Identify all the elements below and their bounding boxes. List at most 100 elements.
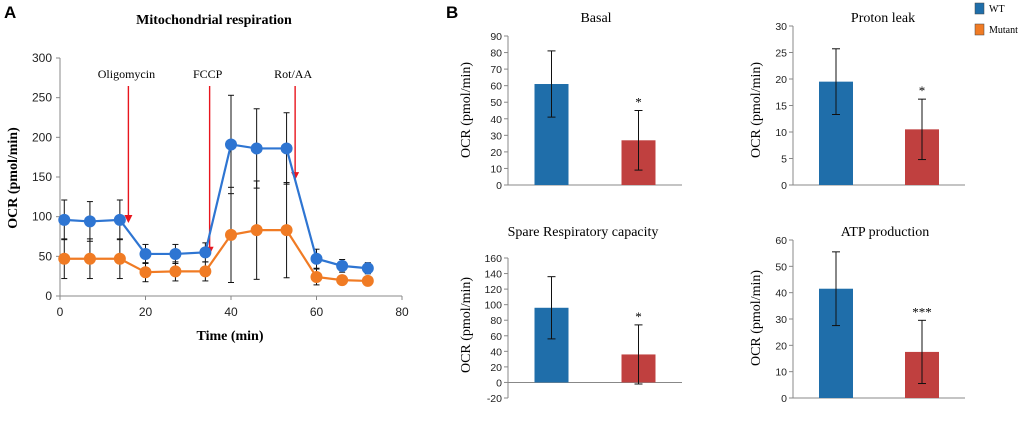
legend-swatch-wt	[974, 2, 985, 15]
legend: WT Mutant	[974, 2, 1018, 36]
significance-marker: ***	[912, 304, 932, 319]
chart-spare-respiratory-capacity: Spare Respiratory capacity OCR (pmol/min…	[459, 225, 682, 405]
y-axis-label: OCR (pmol/min)	[749, 270, 764, 366]
y-tick-label: 60	[775, 235, 787, 247]
y-tick-label: 300	[32, 51, 52, 65]
chart-title: Basal	[580, 11, 611, 26]
y-tick-label: 150	[32, 170, 52, 184]
y-tick-label: 40	[490, 114, 502, 126]
y-tick-label: 0	[496, 180, 502, 192]
data-point-mutant	[83, 252, 96, 265]
significance-marker: *	[635, 309, 642, 324]
y-tick-label: 160	[484, 253, 502, 265]
chart-title: Mitochondrial respiration	[136, 13, 292, 28]
data-point-mutant	[169, 265, 182, 278]
data-point-mutant	[336, 274, 349, 287]
chart-title: Proton leak	[851, 11, 915, 26]
y-tick-label: 0	[781, 180, 787, 192]
y-axis-label: OCR (pmol/min)	[6, 127, 21, 229]
data-point-wt	[361, 262, 374, 275]
data-point-wt	[139, 247, 152, 260]
y-tick-label: 80	[490, 315, 502, 327]
data-point-mutant	[361, 274, 374, 287]
panel-label-b: B	[446, 3, 458, 22]
data-point-mutant	[58, 252, 71, 265]
x-tick-label: 60	[310, 305, 324, 319]
y-tick-label: 40	[490, 346, 502, 358]
legend-swatch-mutant	[974, 23, 985, 36]
y-tick-label: 20	[490, 362, 502, 374]
injection-arrow-head	[124, 215, 133, 224]
legend-label-mutant: Mutant	[989, 25, 1018, 36]
y-tick-label: 15	[775, 101, 787, 113]
y-tick-label: 5	[781, 154, 787, 166]
y-tick-label: 200	[32, 130, 52, 144]
y-tick-label: 90	[490, 31, 502, 43]
y-tick-label: 40	[775, 288, 787, 300]
data-point-wt	[83, 215, 96, 228]
x-tick-label: 80	[395, 305, 409, 319]
chart-basal: Basal OCR (pmol/min) 0 10 20 30 40 50 60 70 80 90…	[459, 11, 682, 192]
y-tick-label: 10	[775, 367, 787, 379]
y-tick-label: 60	[490, 331, 502, 343]
injection-annotation-label: Oligomycin	[98, 67, 155, 81]
y-tick-label: 0	[496, 377, 502, 389]
y-tick-label: 30	[490, 130, 502, 142]
x-tick-label: 0	[57, 305, 64, 319]
x-axis-label: Time (min)	[196, 329, 263, 344]
chart-proton-leak: Proton leak OCR (pmol/min) 0 5 10 15 20 25 30 *	[749, 11, 965, 192]
panel-label-a: A	[4, 3, 16, 22]
data-point-mutant	[250, 224, 263, 237]
data-point-wt	[280, 142, 293, 155]
y-tick-label: 0	[45, 289, 52, 303]
data-point-wt	[310, 252, 323, 265]
x-tick-label: 40	[224, 305, 238, 319]
y-axis-label: OCR (pmol/min)	[459, 277, 474, 373]
y-tick-label: 50	[490, 97, 502, 109]
x-tick-label: 20	[139, 305, 153, 319]
y-tick-label: 70	[490, 64, 502, 76]
y-tick-label: 50	[775, 261, 787, 273]
y-tick-label: 20	[775, 74, 787, 86]
data-point-wt	[58, 213, 71, 226]
data-point-wt	[336, 259, 349, 272]
y-tick-label: 120	[484, 284, 502, 296]
y-tick-label: 0	[781, 393, 787, 405]
data-point-wt	[169, 247, 182, 260]
y-tick-label: 20	[775, 340, 787, 352]
data-point-mutant	[199, 265, 212, 278]
data-point-wt	[113, 213, 126, 226]
legend-label-wt: WT	[989, 4, 1005, 15]
chart-title: Spare Respiratory capacity	[508, 225, 659, 240]
data-point-mutant	[280, 224, 293, 237]
y-tick-label: 20	[490, 147, 502, 159]
y-tick-label: 250	[32, 91, 52, 105]
data-point-wt	[250, 142, 263, 155]
chart-atp-production: ATP production OCR (pmol/min) 0 10 20 30 40 5…	[749, 225, 965, 405]
data-point-wt	[199, 246, 212, 259]
y-tick-label: 30	[775, 314, 787, 326]
injection-annotation-label: Rot/AA	[274, 67, 312, 81]
y-tick-label: 10	[775, 127, 787, 139]
y-tick-label: 30	[775, 21, 787, 33]
data-point-mutant	[225, 228, 237, 241]
series-line-mutant	[64, 229, 368, 283]
data-point-mutant	[113, 252, 126, 265]
y-tick-label: 100	[32, 210, 52, 224]
data-point-mutant	[310, 270, 323, 283]
y-tick-label: 25	[775, 48, 787, 60]
chart-title: ATP production	[841, 225, 930, 240]
y-tick-label: 10	[490, 163, 502, 175]
y-tick-label: 80	[490, 48, 502, 60]
series-line-wt	[64, 143, 368, 270]
y-tick-label: 50	[39, 249, 53, 263]
data-point-mutant	[139, 266, 152, 279]
y-tick-label: 60	[490, 81, 502, 93]
significance-marker: *	[635, 95, 642, 110]
y-axis-label: OCR (pmol/min)	[749, 62, 764, 158]
y-tick-label: 100	[484, 300, 502, 312]
significance-marker: *	[919, 83, 926, 98]
chart-mitochondrial-respiration: Mitochondrial respiration Time (min) OCR…	[6, 13, 409, 344]
injection-annotation-label: FCCP	[193, 67, 223, 81]
